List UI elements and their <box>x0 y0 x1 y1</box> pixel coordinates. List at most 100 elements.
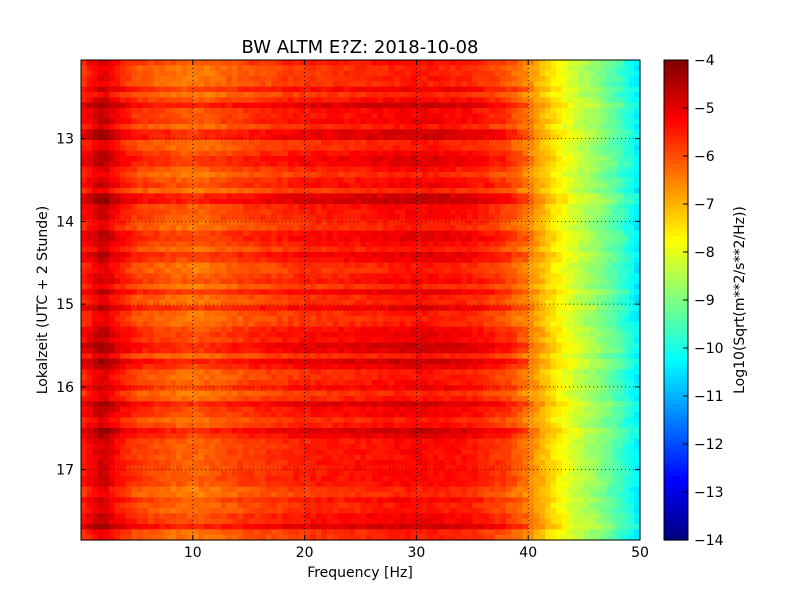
heatmap-cell <box>528 188 535 194</box>
heatmap-cell <box>483 86 490 93</box>
heatmap-cell <box>399 236 406 242</box>
heatmap-cell <box>567 108 574 114</box>
heatmap-cell <box>578 310 585 317</box>
heatmap-cell <box>81 140 88 146</box>
heatmap-cell <box>606 225 613 232</box>
heatmap-cell <box>198 268 205 274</box>
heatmap-cell <box>231 177 239 184</box>
heatmap-cell <box>589 76 596 82</box>
heatmap-cell <box>97 76 104 82</box>
heatmap-cell <box>176 129 183 136</box>
heatmap-cell <box>321 145 328 152</box>
heatmap-cell <box>203 262 211 269</box>
heatmap-cell <box>81 310 88 317</box>
heatmap-cell <box>438 150 445 157</box>
heatmap-cell <box>226 241 233 248</box>
heatmap-cell <box>131 193 138 200</box>
heatmap-cell <box>528 97 535 104</box>
heatmap-cell <box>354 321 362 328</box>
heatmap-cell <box>226 156 233 162</box>
heatmap-cell <box>427 92 434 98</box>
heatmap-cell <box>354 70 362 77</box>
heatmap-cell <box>170 300 177 306</box>
heatmap-cell <box>220 177 227 184</box>
heatmap-cell <box>399 262 406 269</box>
heatmap-cell <box>399 289 406 296</box>
heatmap-cell <box>550 198 557 205</box>
heatmap-cell <box>198 284 205 290</box>
heatmap-cell <box>371 124 378 130</box>
heatmap-cell <box>299 284 306 290</box>
heatmap-cell <box>321 172 328 178</box>
heatmap-cell <box>254 241 261 248</box>
heatmap-cell <box>539 230 546 237</box>
heatmap-cell <box>220 113 227 120</box>
heatmap-cell <box>304 60 311 66</box>
heatmap-cell <box>287 310 295 317</box>
heatmap-cell <box>360 268 367 274</box>
heatmap-cell <box>243 70 250 77</box>
heatmap-cell <box>556 316 563 322</box>
heatmap-cell <box>338 294 345 301</box>
heatmap-cell <box>584 198 591 205</box>
heatmap-cell <box>628 166 636 173</box>
heatmap-cell <box>142 65 149 72</box>
heatmap-cell <box>539 214 546 221</box>
heatmap-cell <box>544 214 552 221</box>
heatmap-cell <box>299 225 306 232</box>
heatmap-cell <box>120 257 127 264</box>
heatmap-cell <box>209 124 216 130</box>
heatmap-cell <box>131 220 138 226</box>
heatmap-cell <box>187 305 194 312</box>
heatmap-cell <box>293 236 300 242</box>
heatmap-cell <box>628 60 636 66</box>
heatmap-cell <box>338 273 345 280</box>
heatmap-cell <box>276 268 283 274</box>
heatmap-cell <box>338 236 345 242</box>
heatmap-cell <box>310 278 317 285</box>
heatmap-cell <box>522 316 529 322</box>
heatmap-cell <box>366 220 373 226</box>
heatmap-cell <box>125 108 132 114</box>
heatmap-cell <box>394 225 401 232</box>
heatmap-cell <box>589 150 596 157</box>
heatmap-cell <box>343 124 350 130</box>
heatmap-cell <box>572 209 580 216</box>
heatmap-cell <box>321 81 328 88</box>
heatmap-cell <box>176 113 183 120</box>
heatmap-cell <box>612 252 619 258</box>
heatmap-cell <box>405 262 412 269</box>
heatmap-cell <box>589 236 596 242</box>
heatmap-cell <box>489 145 496 152</box>
heatmap-cell <box>198 182 205 189</box>
heatmap-cell <box>338 161 345 168</box>
heatmap-cell <box>494 86 501 93</box>
heatmap-cell <box>433 140 440 146</box>
heatmap-cell <box>623 86 630 93</box>
heatmap-cell <box>623 182 630 189</box>
heatmap-cell <box>371 252 378 258</box>
heatmap-cell <box>326 76 334 82</box>
heatmap-cell <box>595 182 602 189</box>
heatmap-cell <box>511 284 518 290</box>
heatmap-cell <box>416 177 423 184</box>
heatmap-cell <box>86 204 93 210</box>
heatmap-cell <box>259 321 267 328</box>
heatmap-cell <box>310 86 317 93</box>
heatmap-cell <box>299 150 306 157</box>
heatmap-cell <box>600 150 608 157</box>
heatmap-cell <box>265 300 272 306</box>
heatmap-cell <box>584 92 591 98</box>
heatmap-cell <box>550 321 557 328</box>
heatmap-cell <box>103 289 110 296</box>
heatmap-cell <box>634 166 641 173</box>
heatmap-cell <box>483 177 490 184</box>
heatmap-cell <box>215 230 222 237</box>
heatmap-cell <box>600 284 608 290</box>
heatmap-cell <box>81 246 88 253</box>
heatmap-cell <box>86 182 93 189</box>
heatmap-cell <box>606 262 613 269</box>
heatmap-cell <box>366 134 373 141</box>
heatmap-cell <box>231 140 239 146</box>
heatmap-cell <box>321 305 328 312</box>
